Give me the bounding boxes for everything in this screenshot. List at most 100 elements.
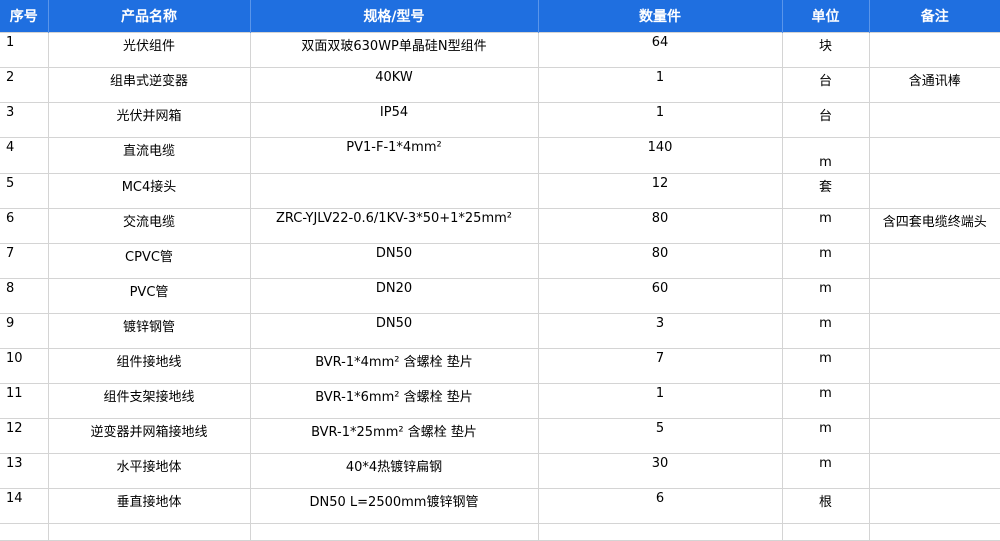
cell-seq: 9 [0, 313, 49, 349]
table-row: 7 CPVC管 DN50 80 m [0, 243, 1000, 279]
cell-qty: 80 [537, 208, 783, 244]
cell-note [868, 243, 1000, 279]
cell-qty: 7 [537, 348, 783, 384]
cell-spec [249, 173, 539, 209]
cell-unit: m [781, 453, 870, 489]
cell-qty: 12 [537, 173, 783, 209]
cell-note [868, 523, 1000, 541]
cell-seq: 6 [0, 208, 49, 244]
cell-qty: 140 [537, 137, 783, 174]
cell-name: 组件支架接地线 [47, 383, 251, 419]
cell-note [868, 313, 1000, 349]
cell-unit: 块 [781, 32, 870, 68]
cell-name: 交流电缆 [47, 208, 251, 244]
cell-seq: 14 [0, 488, 49, 524]
table-row: 10 组件接地线 BVR-1*4mm² 含螺栓 垫片 7 m [0, 348, 1000, 384]
cell-name [47, 523, 251, 541]
cell-name: 直流电缆 [47, 137, 251, 174]
cell-spec: 40*4热镀锌扁钢 [249, 453, 539, 489]
header-quantity: 数量件 [538, 0, 783, 33]
cell-note: 含四套电缆终端头 [868, 208, 1000, 244]
cell-unit: m [781, 383, 870, 419]
cell-unit: 台 [781, 67, 870, 103]
cell-unit: 台 [781, 102, 870, 138]
cell-name: 垂直接地体 [47, 488, 251, 524]
cell-note [868, 32, 1000, 68]
cell-qty: 3 [537, 313, 783, 349]
cell-unit: m [781, 418, 870, 454]
cell-qty: 60 [537, 278, 783, 314]
table-row: 13 水平接地体 40*4热镀锌扁钢 30 m [0, 453, 1000, 489]
cell-qty: 64 [537, 32, 783, 68]
header-spec-model: 规格/型号 [250, 0, 539, 33]
cell-spec: DN20 [249, 278, 539, 314]
cell-seq: 7 [0, 243, 49, 279]
cell-note [868, 102, 1000, 138]
cell-name: CPVC管 [47, 243, 251, 279]
cell-name: 镀锌钢管 [47, 313, 251, 349]
cell-unit: 套 [781, 173, 870, 209]
cell-unit [781, 523, 870, 541]
cell-seq: 4 [0, 137, 49, 174]
cell-name: MC4接头 [47, 173, 251, 209]
cell-unit: m [781, 208, 870, 244]
header-remarks: 备注 [869, 0, 1000, 33]
cell-name: 水平接地体 [47, 453, 251, 489]
cell-unit: m [781, 243, 870, 279]
table-row: 2 组串式逆变器 40KW 1 台 含通讯棒 [0, 67, 1000, 103]
cell-note [868, 418, 1000, 454]
cell-unit: m [781, 313, 870, 349]
cell-spec [249, 523, 539, 541]
cell-qty: 30 [537, 453, 783, 489]
cell-name: 组串式逆变器 [47, 67, 251, 103]
cell-seq: 8 [0, 278, 49, 314]
cell-name: 光伏并网箱 [47, 102, 251, 138]
cell-seq: 11 [0, 383, 49, 419]
cell-spec: BVR-1*4mm² 含螺栓 垫片 [249, 348, 539, 384]
cell-spec: PV1-F-1*4mm² [249, 137, 539, 174]
header-seq: 序号 [0, 0, 49, 33]
header-product-name: 产品名称 [48, 0, 251, 33]
cell-note [868, 348, 1000, 384]
cell-unit: m [781, 278, 870, 314]
cell-note [868, 453, 1000, 489]
cell-seq: 1 [0, 32, 49, 68]
cell-spec: 双面双玻630WP单晶硅N型组件 [249, 32, 539, 68]
cell-note [868, 488, 1000, 524]
cell-seq: 13 [0, 453, 49, 489]
cell-note: 含通讯棒 [868, 67, 1000, 103]
cell-note [868, 173, 1000, 209]
table-row: 12 逆变器并网箱接地线 BVR-1*25mm² 含螺栓 垫片 5 m [0, 418, 1000, 454]
cell-qty: 5 [537, 418, 783, 454]
table-row: 14 垂直接地体 DN50 L=2500mm镀锌钢管 6 根 [0, 488, 1000, 524]
cell-spec: DN50 L=2500mm镀锌钢管 [249, 488, 539, 524]
table-row: 8 PVC管 DN20 60 m [0, 278, 1000, 314]
cell-qty: 1 [537, 383, 783, 419]
table-row-empty [0, 523, 1000, 541]
cell-qty [537, 523, 783, 541]
cell-spec: DN50 [249, 243, 539, 279]
cell-name: 逆变器并网箱接地线 [47, 418, 251, 454]
cell-unit: 根 [781, 488, 870, 524]
cell-qty: 1 [537, 67, 783, 103]
cell-seq [0, 523, 49, 541]
cell-spec: DN50 [249, 313, 539, 349]
table-row: 4 直流电缆 PV1-F-1*4mm² 140 m [0, 137, 1000, 174]
cell-qty: 6 [537, 488, 783, 524]
header-row: 序号 产品名称 规格/型号 数量件 单位 备注 [0, 0, 1000, 33]
cell-spec: BVR-1*25mm² 含螺栓 垫片 [249, 418, 539, 454]
cell-note [868, 383, 1000, 419]
cell-qty: 1 [537, 102, 783, 138]
cell-spec: IP54 [249, 102, 539, 138]
cell-qty: 80 [537, 243, 783, 279]
cell-name: 光伏组件 [47, 32, 251, 68]
header-unit: 单位 [782, 0, 870, 33]
table-row: 5 MC4接头 12 套 [0, 173, 1000, 209]
cell-seq: 5 [0, 173, 49, 209]
cell-note [868, 278, 1000, 314]
cell-unit: m [781, 348, 870, 384]
table-row: 1 光伏组件 双面双玻630WP单晶硅N型组件 64 块 [0, 32, 1000, 68]
cell-name: PVC管 [47, 278, 251, 314]
cell-name: 组件接地线 [47, 348, 251, 384]
